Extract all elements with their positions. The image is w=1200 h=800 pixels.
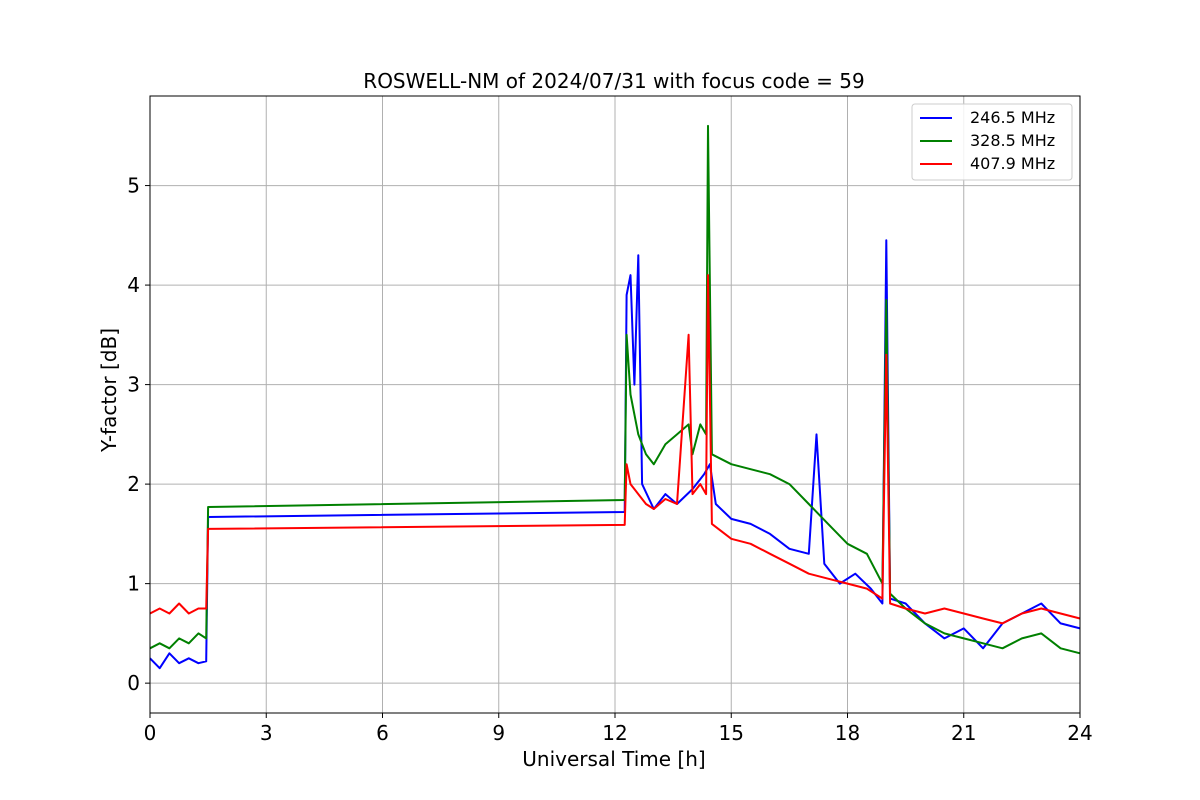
- legend-label: 407.9 MHz: [970, 154, 1055, 173]
- y-ticks: 0 1 2 3 4 5: [127, 174, 150, 695]
- series-layer: [149, 124, 1081, 670]
- y-tick-label: 0: [127, 671, 140, 695]
- x-tick-label: 3: [260, 721, 273, 745]
- x-tick-label: 0: [144, 721, 157, 745]
- y-tick-label: 4: [127, 273, 140, 297]
- x-axis-label: Universal Time [h]: [522, 747, 705, 771]
- chart-title: ROSWELL-NM of 2024/07/31 with focus code…: [363, 69, 864, 93]
- y-tick-label: 2: [127, 472, 140, 496]
- x-tick-label: 21: [951, 721, 976, 745]
- x-tick-label: 18: [835, 721, 860, 745]
- y-tick-label: 1: [127, 572, 140, 596]
- legend-label: 246.5 MHz: [970, 108, 1055, 127]
- x-tick-label: 12: [602, 721, 627, 745]
- legend: 246.5 MHz 328.5 MHz 407.9 MHz: [911, 103, 1073, 181]
- legend-label: 328.5 MHz: [970, 131, 1055, 150]
- y-tick-label: 3: [127, 373, 140, 397]
- x-tick-label: 6: [376, 721, 389, 745]
- x-tick-label: 15: [719, 721, 744, 745]
- y-tick-label: 5: [127, 174, 140, 198]
- series-line-1: [149, 239, 1081, 670]
- legend-box: [911, 103, 1073, 181]
- x-ticks: 0 3 6 9 12 15 18 21 24: [144, 713, 1093, 745]
- series-line-2: [149, 124, 1081, 655]
- x-tick-label: 24: [1067, 721, 1092, 745]
- series-line-3: [149, 274, 1081, 625]
- x-tick-label: 9: [492, 721, 505, 745]
- y-axis-label: Y-factor [dB]: [97, 328, 121, 453]
